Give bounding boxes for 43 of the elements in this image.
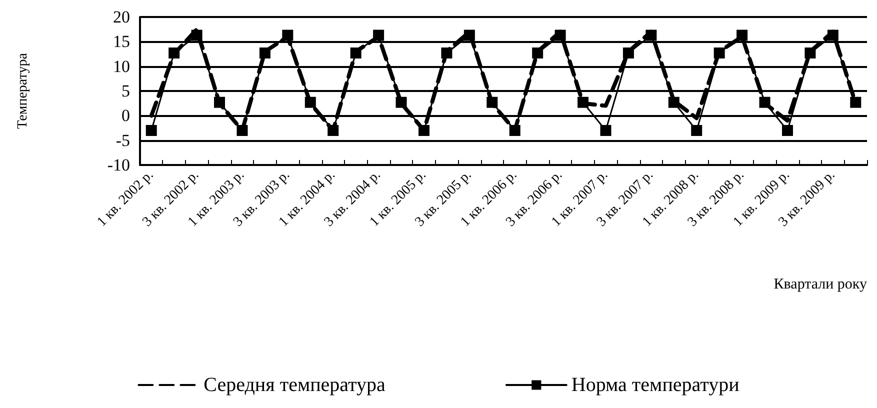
y-axis-title: Температура <box>16 52 30 129</box>
point <box>373 30 384 41</box>
point <box>146 124 157 136</box>
point <box>418 124 430 136</box>
x-axis-title: Квартали року <box>774 276 868 292</box>
point <box>304 96 316 108</box>
point <box>282 30 294 41</box>
y-tick-label: 0 <box>122 106 130 126</box>
point <box>486 96 498 108</box>
point <box>464 30 475 41</box>
y-tick-label: 20 <box>113 8 130 26</box>
point <box>804 48 816 59</box>
point <box>622 48 634 59</box>
point <box>214 96 226 108</box>
point <box>578 96 589 108</box>
point <box>350 48 362 59</box>
point <box>850 96 862 108</box>
point <box>236 124 248 136</box>
point <box>191 30 202 41</box>
point <box>600 124 612 136</box>
point <box>691 124 702 136</box>
point <box>714 48 725 59</box>
point <box>509 124 520 136</box>
y-tick-label: -10 <box>107 156 130 174</box>
y-tick-label: -5 <box>116 130 130 150</box>
point <box>646 30 657 41</box>
point <box>668 96 680 108</box>
point <box>532 48 544 59</box>
point <box>328 124 339 136</box>
legend-label: Середня температура <box>204 374 386 396</box>
point <box>554 30 566 41</box>
point <box>782 124 793 136</box>
point <box>827 30 838 41</box>
point <box>759 96 770 108</box>
point <box>168 48 180 59</box>
y-tick-label: 5 <box>122 82 130 100</box>
legend-label: Норма температури <box>571 374 740 396</box>
y-tick-label: 10 <box>113 56 130 76</box>
point <box>736 30 748 41</box>
point <box>441 48 452 59</box>
point <box>396 96 407 108</box>
point <box>259 48 270 59</box>
y-tick-label: 15 <box>113 32 130 52</box>
